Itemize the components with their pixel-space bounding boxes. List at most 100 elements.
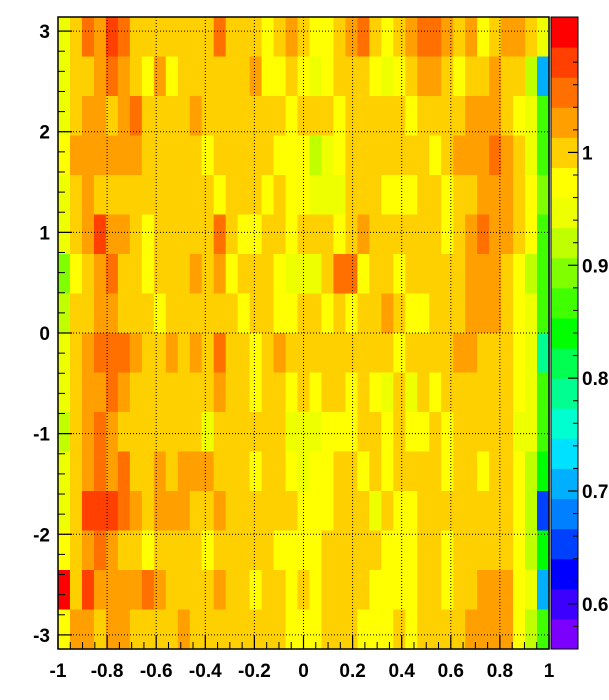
heatmap-cell	[513, 17, 526, 58]
heatmap-cell	[453, 491, 466, 532]
heatmap-cell	[453, 214, 466, 255]
heatmap-cell	[105, 412, 119, 453]
heatmap-cell	[261, 254, 275, 295]
heatmap-cell	[513, 56, 526, 97]
heatmap-cell	[285, 530, 299, 571]
heatmap-cell	[58, 214, 71, 255]
heatmap-cell	[429, 609, 442, 650]
heatmap-cell	[177, 412, 191, 453]
heatmap-cell	[309, 175, 323, 216]
heatmap-cell	[489, 254, 502, 295]
heatmap-cell	[501, 175, 514, 216]
heatmap-cell	[117, 372, 131, 413]
heatmap-cell	[477, 412, 490, 453]
x-tick-label: -0.8	[91, 661, 124, 682]
heatmap-cell	[441, 175, 454, 216]
heatmap-cell	[261, 412, 275, 453]
heatmap-cell	[525, 293, 538, 334]
heatmap-cell	[285, 609, 299, 650]
heatmap-cell	[177, 530, 191, 571]
heatmap-cell	[117, 412, 131, 453]
heatmap-cell	[105, 175, 119, 216]
heatmap-cell	[477, 175, 490, 216]
heatmap-cell	[213, 254, 227, 295]
heatmap-cell	[105, 17, 119, 58]
heatmap-cell	[237, 175, 251, 216]
heatmap-cell	[321, 214, 335, 255]
heatmap-cell	[81, 333, 95, 374]
heatmap-cell	[465, 96, 478, 137]
heatmap-cell	[249, 135, 263, 176]
heatmap-cell	[177, 214, 191, 255]
heatmap-cell	[465, 451, 478, 492]
heatmap-cell	[417, 609, 430, 650]
heatmap-cell	[321, 491, 335, 532]
heatmap-cell	[285, 17, 299, 58]
heatmap-cell	[381, 175, 394, 216]
heatmap-cell	[201, 609, 215, 650]
heatmap-cell	[345, 451, 358, 492]
heatmap-cell	[129, 96, 143, 137]
heatmap-cell	[501, 214, 514, 255]
heatmap-cell	[261, 530, 275, 571]
palette-swatch	[551, 618, 578, 650]
heatmap-cell	[153, 609, 167, 650]
heatmap-cell	[237, 96, 251, 137]
heatmap-cell	[225, 175, 239, 216]
heatmap-cell	[58, 135, 71, 176]
heatmap-cell	[501, 135, 514, 176]
heatmap-cell	[489, 570, 502, 611]
heatmap-cell	[357, 412, 370, 453]
heatmap-cell	[58, 609, 71, 650]
heatmap-cell	[105, 293, 119, 334]
heatmap-cell	[357, 293, 370, 334]
heatmap-cell	[117, 135, 131, 176]
y-axis: 3 2 1 0 -1 -2 -3	[33, 22, 72, 647]
heatmap-cell	[69, 412, 83, 453]
heatmap-cell	[429, 17, 442, 58]
heatmap-cell	[129, 17, 143, 58]
heatmap-cell	[429, 214, 442, 255]
heatmap-cell	[93, 17, 107, 58]
heatmap-cell	[273, 609, 287, 650]
heatmap-cell	[321, 254, 335, 295]
palette-tick-label: 0.9	[582, 256, 608, 277]
heatmap-cell	[58, 56, 71, 97]
heatmap-cell	[441, 135, 454, 176]
heatmap-cell	[537, 570, 550, 611]
heatmap-cell	[69, 333, 83, 374]
heatmap-cell	[429, 56, 442, 97]
heatmap-cell	[105, 56, 119, 97]
heatmap-cell	[165, 293, 179, 334]
heatmap-cell	[333, 491, 347, 532]
heatmap-cell	[477, 56, 490, 97]
heatmap-cell	[177, 293, 191, 334]
heatmap-cell	[381, 254, 394, 295]
heatmap-cell	[357, 175, 370, 216]
heatmap-cell	[129, 530, 143, 571]
heatmap-cell	[417, 175, 430, 216]
heatmap-cell	[453, 609, 466, 650]
heatmap-cell	[381, 56, 394, 97]
heatmap-cell	[393, 530, 406, 571]
heatmap-cell	[165, 135, 179, 176]
heatmap-cell	[405, 293, 418, 334]
heatmap-cell	[213, 293, 227, 334]
heatmap-cell	[285, 214, 299, 255]
heatmap-cell	[429, 372, 442, 413]
heatmap-cell	[393, 254, 406, 295]
x-tick-label: -0.6	[140, 661, 173, 682]
heatmap-cell	[357, 17, 370, 58]
x-tick-label: 0.6	[438, 661, 464, 682]
heatmap-cell	[417, 135, 430, 176]
heatmap-cell	[393, 451, 406, 492]
heatmap-cell	[261, 491, 275, 532]
heatmap-cell	[381, 135, 394, 176]
heatmap-cell	[58, 530, 71, 571]
heatmap-cell	[477, 214, 490, 255]
heatmap-cell	[345, 293, 358, 334]
heatmap-cell	[417, 530, 430, 571]
heatmap-cell	[129, 135, 143, 176]
heatmap-cell	[441, 530, 454, 571]
heatmap-cell	[93, 451, 107, 492]
